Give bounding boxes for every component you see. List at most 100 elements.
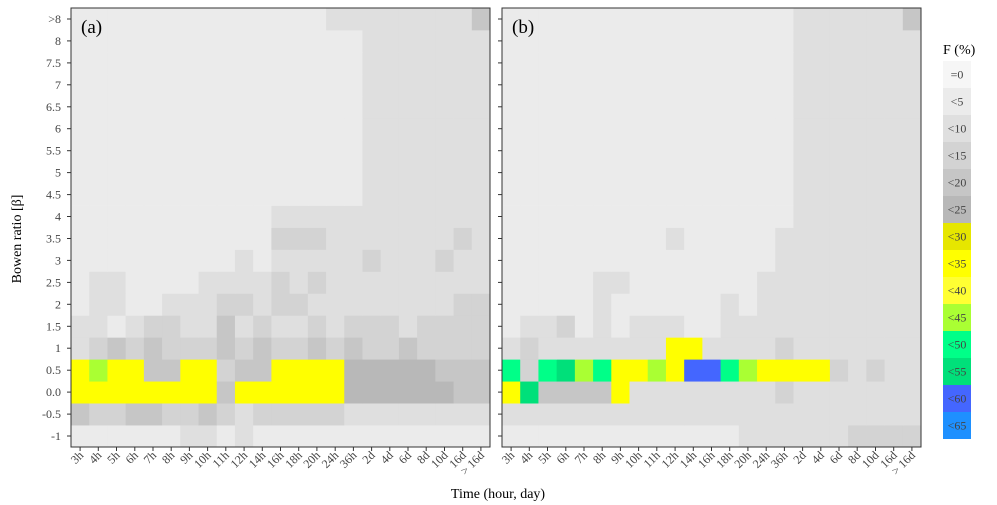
heatmap-cell <box>902 161 922 184</box>
heatmap-cell <box>398 205 418 228</box>
heatmap-cell <box>198 205 218 228</box>
heatmap-cell <box>435 8 454 31</box>
heatmap-cell <box>757 29 776 53</box>
heatmap-cell <box>902 271 922 294</box>
heatmap-cell <box>362 425 382 448</box>
heatmap-cell <box>89 227 108 250</box>
heatmap-cell <box>757 227 776 250</box>
heatmap-cell <box>593 139 612 163</box>
legend-label: <20 <box>948 176 967 190</box>
heatmap-cell <box>775 403 794 426</box>
heatmap-cell <box>162 403 181 426</box>
heatmap-cell <box>520 293 539 316</box>
y-tick-label: 0.5 <box>46 363 61 377</box>
heatmap-cell <box>902 227 922 250</box>
heatmap-cell <box>866 315 885 338</box>
heatmap-cell <box>417 403 436 426</box>
heatmap-cell <box>271 227 291 250</box>
heatmap-cell <box>684 8 703 31</box>
heatmap-cell <box>738 161 758 184</box>
heatmap-cell <box>811 293 831 316</box>
heatmap-cell <box>738 8 758 31</box>
heatmap-cell <box>775 337 794 360</box>
heatmap-cell <box>757 183 776 206</box>
heatmap-cell <box>162 29 181 53</box>
x-tick-label: 7h <box>141 448 159 466</box>
heatmap-cell <box>684 117 703 141</box>
heatmap-cell <box>143 139 163 163</box>
heatmap-cell <box>180 139 199 163</box>
heatmap-cell <box>556 183 576 206</box>
heatmap-cell <box>866 359 885 382</box>
heatmap-cell <box>162 315 181 338</box>
heatmap-cell <box>253 271 272 294</box>
heatmap-cell <box>775 205 794 228</box>
heatmap-cell <box>71 249 90 272</box>
heatmap-cell <box>629 183 649 206</box>
heatmap-cell <box>216 381 236 404</box>
heatmap-cell <box>253 227 272 250</box>
heatmap-cell <box>593 293 612 316</box>
heatmap-cell <box>829 29 849 53</box>
heatmap-cell <box>665 359 685 382</box>
heatmap-cell <box>793 117 813 141</box>
heatmap-cell <box>380 271 400 294</box>
heatmap-cell <box>471 183 491 206</box>
heatmap-cell <box>684 359 703 382</box>
heatmap-cell <box>162 425 181 448</box>
heatmap-cell <box>665 29 685 53</box>
heatmap-cell <box>326 271 345 294</box>
heatmap-cell <box>216 8 236 31</box>
heatmap-cell <box>326 117 345 141</box>
heatmap-cell <box>775 29 794 53</box>
heatmap-cell <box>884 139 904 163</box>
heatmap-cell <box>380 315 400 338</box>
heatmap-cell <box>757 271 776 294</box>
heatmap-cell <box>307 95 327 119</box>
x-tick-label: 4h <box>86 448 104 466</box>
heatmap-cell <box>538 8 558 31</box>
heatmap-cell <box>556 117 576 141</box>
heatmap-cell <box>71 403 90 426</box>
heatmap-cell <box>866 8 885 31</box>
heatmap-cell <box>344 161 363 184</box>
heatmap-cell <box>362 29 382 53</box>
heatmap-cell <box>71 29 90 53</box>
heatmap-cell <box>829 425 849 448</box>
heatmap-cell <box>720 249 740 272</box>
heatmap-cell <box>234 205 254 228</box>
heatmap-cell <box>180 315 199 338</box>
heatmap-cell <box>435 381 454 404</box>
heatmap-cell <box>665 271 685 294</box>
legend-swatch <box>943 88 971 115</box>
heatmap-cell <box>471 51 491 75</box>
heatmap-cell <box>611 205 630 228</box>
heatmap-cell <box>216 73 236 97</box>
heatmap-cell <box>702 161 722 184</box>
heatmap-cell <box>380 249 400 272</box>
legend-label: <60 <box>948 392 967 406</box>
heatmap-cell <box>362 139 382 163</box>
heatmap-cell <box>453 337 473 360</box>
legend-swatch <box>943 331 971 358</box>
heatmap-cell <box>647 249 667 272</box>
heatmap-cell <box>793 205 813 228</box>
heatmap-cell <box>289 359 309 382</box>
heatmap-cell <box>629 139 649 163</box>
heatmap-cell <box>198 117 218 141</box>
panel-label: (a) <box>81 17 102 38</box>
heatmap-cell <box>107 73 127 97</box>
heatmap-cell <box>125 271 145 294</box>
heatmap-cell <box>344 337 363 360</box>
heatmap-cell <box>829 73 849 97</box>
heatmap-cell <box>143 117 163 141</box>
heatmap-cell <box>556 425 576 448</box>
heatmap-cell <box>453 205 473 228</box>
heatmap-cell <box>471 315 491 338</box>
heatmap-cell <box>362 227 382 250</box>
heatmap-cell <box>344 381 363 404</box>
heatmap-cell <box>362 403 382 426</box>
heatmap-cell <box>143 227 163 250</box>
heatmap-cell <box>326 315 345 338</box>
heatmap-cell <box>271 337 291 360</box>
